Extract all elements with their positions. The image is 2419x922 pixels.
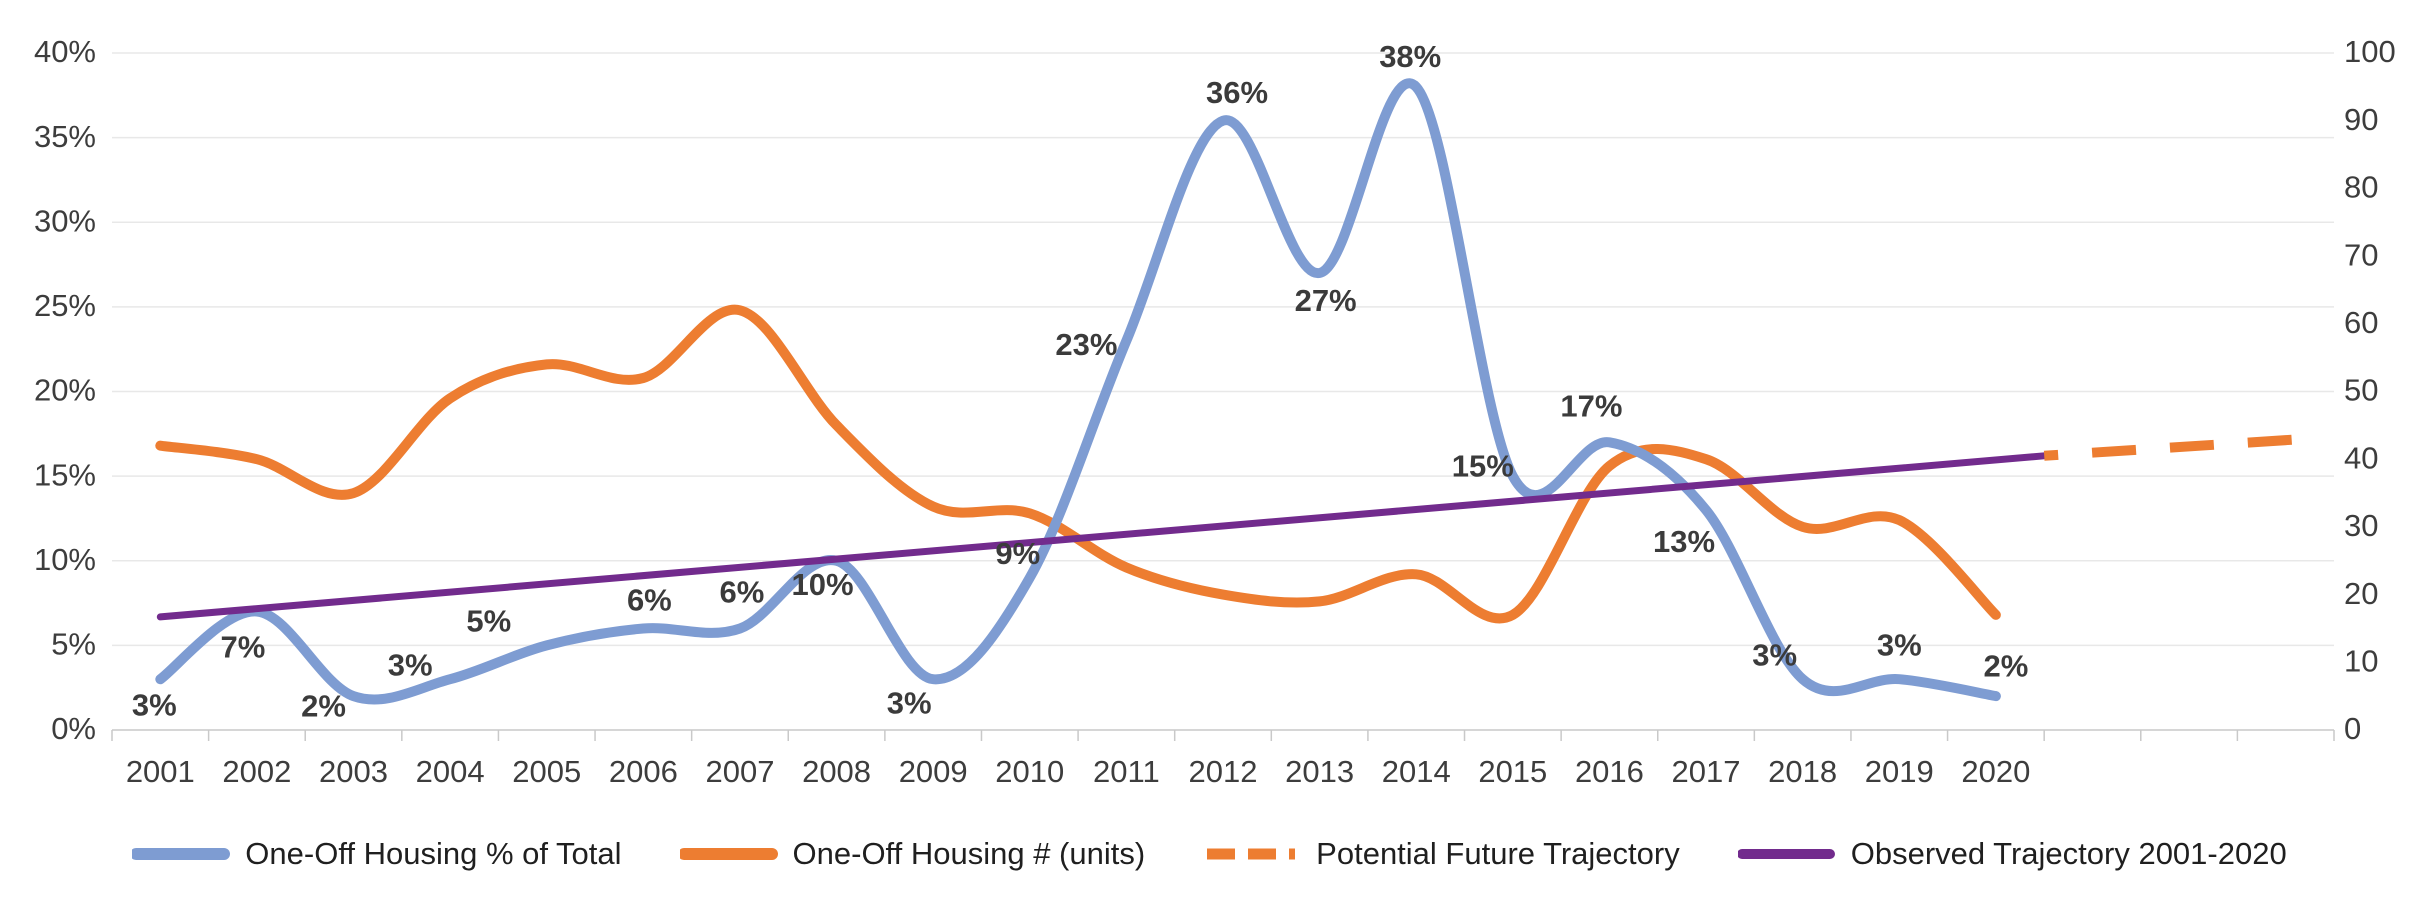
- x-axis-label: 2009: [899, 754, 968, 789]
- data-label: 13%: [1653, 524, 1715, 559]
- data-label: 36%: [1206, 75, 1268, 110]
- chart-legend: One-Off Housing % of Total One-Off Housin…: [0, 836, 2419, 872]
- x-axis-label: 2020: [1961, 754, 2030, 789]
- y-axis-left-tick-label: 30%: [34, 203, 96, 238]
- x-axis-label: 2006: [609, 754, 678, 789]
- data-label: 23%: [1055, 327, 1117, 362]
- series-line-one-off-housing-units: [155, 304, 2001, 624]
- legend-item-one-off-housing-of-total: One-Off Housing % of Total: [132, 836, 622, 872]
- data-label: 17%: [1560, 388, 1622, 423]
- data-label: 15%: [1452, 448, 1514, 483]
- y-axis-right-tick-label: 70: [2344, 237, 2378, 272]
- x-axis-label: 2001: [126, 754, 195, 789]
- x-axis-label: 2012: [1189, 754, 1258, 789]
- x-axis-label: 2004: [416, 754, 485, 789]
- series-line-one-off-housing-of-total: [155, 78, 2001, 705]
- y-axis-left-tick-label: 40%: [34, 34, 96, 69]
- line-marker-icon: [679, 848, 778, 860]
- data-label: 2%: [1983, 648, 2028, 683]
- x-axis-label: 2010: [995, 754, 1064, 789]
- x-axis-label: 2016: [1575, 754, 1644, 789]
- line-marker-icon: [1737, 849, 1835, 859]
- data-label: 6%: [720, 575, 765, 610]
- x-axis-label: 2013: [1285, 754, 1354, 789]
- x-axis-label: 2008: [802, 754, 871, 789]
- data-label: 3%: [132, 687, 177, 722]
- legend-label: Potential Future Trajectory: [1316, 836, 1680, 871]
- data-label: 9%: [995, 536, 1040, 571]
- data-label: 38%: [1379, 39, 1441, 74]
- y-axis-right-tick-label: 50: [2344, 373, 2378, 408]
- y-axis-left-tick-label: 25%: [34, 288, 96, 323]
- y-axis-left-tick-label: 35%: [34, 119, 96, 154]
- x-axis-label: 2005: [512, 754, 581, 789]
- y-axis-right-tick-label: 10: [2344, 643, 2378, 678]
- line-marker-icon: [132, 848, 231, 860]
- y-axis-right-tick-label: 100: [2344, 34, 2396, 69]
- x-axis-label: 2014: [1382, 754, 1451, 789]
- y-axis-left-tick-label: 10%: [34, 542, 96, 577]
- legend-label: One-Off Housing # (units): [792, 836, 1146, 871]
- data-label: 27%: [1295, 283, 1357, 318]
- y-axis-right-tick-label: 60: [2344, 305, 2378, 340]
- x-axis-label: 2003: [319, 754, 388, 789]
- legend-label: Observed Trajectory 2001-2020: [1850, 836, 2287, 871]
- data-label: 3%: [1877, 627, 1922, 662]
- data-label: 2%: [301, 688, 346, 723]
- data-label: 6%: [627, 583, 672, 618]
- y-axis-left-tick-label: 0%: [51, 711, 96, 746]
- series-line-potential-future-trajectory: [2043, 433, 2306, 461]
- y-axis-left-tick-label: 5%: [51, 627, 96, 662]
- y-axis-right-tick-label: 20: [2344, 576, 2378, 611]
- y-axis-right-tick-label: 80: [2344, 170, 2378, 205]
- y-axis-right-tick-label: 90: [2344, 102, 2378, 137]
- x-axis-label: 2019: [1865, 754, 1934, 789]
- data-label: 10%: [792, 567, 854, 602]
- legend-item-potential-future-trajectory: Potential Future Trajectory: [1203, 836, 1680, 872]
- x-axis-label: 2017: [1672, 754, 1741, 789]
- y-axis-right-tick-label: 40: [2344, 440, 2378, 475]
- data-label: 7%: [221, 630, 266, 665]
- x-axis-label: 2011: [1093, 754, 1160, 789]
- data-label: 3%: [388, 647, 433, 682]
- legend-item-observed-trajectory-2001-2020: Observed Trajectory 2001-2020: [1737, 836, 2287, 872]
- y-axis-left-tick-label: 15%: [34, 457, 96, 492]
- chart-canvas: 0% 5% 10% 15% 20% 25% 30% 35% 40% 0 10 20 30 40 50 60 70…: [34, 34, 2396, 789]
- data-label: 5%: [466, 604, 511, 639]
- data-label: 3%: [887, 685, 932, 720]
- x-axis-label: 2002: [222, 754, 291, 789]
- x-axis-label: 2007: [705, 754, 774, 789]
- legend-item-one-off-housing-units: One-Off Housing # (units): [679, 836, 1146, 872]
- data-label: 3%: [1752, 637, 1797, 672]
- series-line-observed-trajectory-2001-2020: [156, 452, 2048, 621]
- x-axis-label: 2015: [1478, 754, 1547, 789]
- y-axis-right-tick-label: 30: [2344, 508, 2378, 543]
- y-axis-right-tick-label: 0: [2344, 711, 2361, 746]
- dashed-line-marker-icon: [1207, 848, 1296, 860]
- x-axis-label: 2018: [1768, 754, 1837, 789]
- y-axis-left-tick-label: 20%: [34, 373, 96, 408]
- legend-label: One-Off Housing % of Total: [245, 836, 622, 871]
